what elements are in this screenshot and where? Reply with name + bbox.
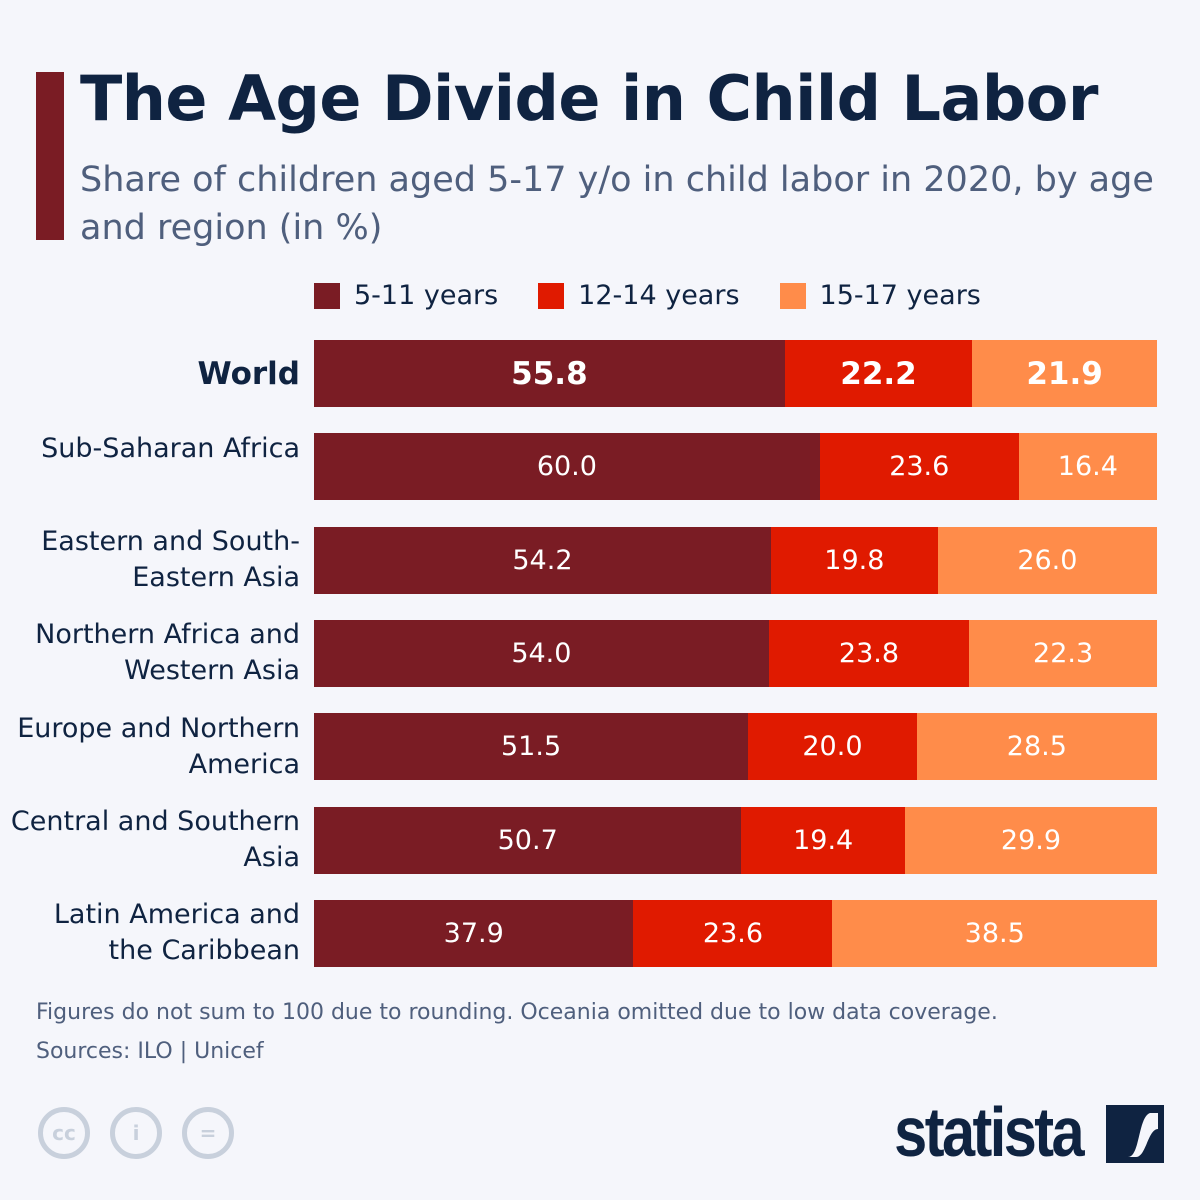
no-derivatives-icon: = — [182, 1107, 234, 1159]
bar-segment: 23.8 — [768, 619, 970, 687]
bar-segment: 60.0 — [314, 433, 820, 501]
bar-segment: 38.5 — [832, 899, 1157, 967]
data-label: 60.0 — [536, 451, 597, 483]
bar-segment: 21.9 — [972, 340, 1157, 407]
category-label: Latin America and the Caribbean — [53, 899, 300, 967]
legend-swatch — [314, 282, 340, 309]
data-label: 54.0 — [511, 637, 572, 669]
bar-segment: 23.6 — [633, 899, 833, 967]
data-label: 20.0 — [802, 731, 863, 763]
data-label: 26.0 — [1017, 544, 1078, 576]
data-label: 37.9 — [443, 917, 504, 949]
category-label: Eastern and South-Eastern Asia — [41, 526, 300, 594]
bar-chart: World 55.8 22.2 21.9 Sub-Saharan Africa 60.0 2… — [10, 340, 1157, 967]
bar-segment: 16.4 — [1018, 433, 1157, 501]
data-label: 29.9 — [1000, 824, 1062, 856]
subtitle: Share of children aged 5-17 y/o in child… — [80, 160, 1154, 248]
legend-swatch — [538, 282, 565, 309]
data-label: 22.2 — [840, 355, 917, 392]
data-label: 19.4 — [793, 824, 854, 856]
category-label: Central and Southern Asia — [10, 806, 300, 873]
statista-logo: statista — [894, 1093, 1084, 1171]
bar-segment: 54.0 — [314, 619, 769, 687]
category-label: Europe and Northern America — [17, 712, 300, 780]
legend-item-12-14: 12-14 years — [538, 280, 740, 311]
data-label: 54.2 — [512, 544, 573, 576]
cc-icon: cc — [38, 1107, 90, 1159]
data-label: 50.7 — [497, 824, 558, 856]
data-label: 55.8 — [511, 355, 588, 392]
bar-segment: 23.6 — [819, 433, 1019, 501]
data-label: 51.5 — [501, 731, 562, 763]
category-label: Northern Africa and Western Asia — [35, 619, 300, 687]
data-label: 16.4 — [1057, 451, 1118, 483]
bar-segment: 37.9 — [314, 899, 634, 967]
bar-segment: 29.9 — [904, 806, 1157, 874]
data-label: 23.6 — [889, 451, 950, 483]
title-accent-bar — [36, 72, 64, 240]
bar-segment: 26.0 — [937, 526, 1157, 594]
bar-segment: 54.2 — [314, 526, 771, 594]
bar-segment: 22.3 — [969, 619, 1157, 687]
page-title: The Age Divide in Child Labor — [80, 62, 1098, 135]
sources: Sources: ILO | Unicef — [36, 1039, 264, 1064]
data-label: 22.3 — [1033, 637, 1094, 669]
bar-segment: 50.7 — [314, 806, 742, 874]
data-label: 23.8 — [838, 637, 900, 669]
footnote: Figures do not sum to 100 due to roundin… — [36, 1000, 998, 1025]
data-label: 23.6 — [702, 917, 764, 949]
legend-label: 5-11 years — [354, 280, 499, 311]
statista-logo-mark — [1106, 1105, 1164, 1163]
data-label: 21.9 — [1026, 355, 1103, 392]
bar-segment: 28.5 — [916, 713, 1157, 781]
category-label: World — [197, 355, 301, 392]
bar-segment: 22.2 — [784, 340, 973, 407]
legend-item-5-11: 5-11 years — [314, 280, 498, 311]
data-label: 19.8 — [824, 544, 885, 576]
legend-label: 15-17 years — [819, 280, 981, 311]
data-label: 38.5 — [964, 917, 1025, 949]
data-label: 28.5 — [1006, 731, 1067, 763]
legend: 5-11 years 12-14 years 15-17 years — [314, 280, 981, 311]
bar-segment: 19.8 — [770, 526, 938, 594]
bar-segment: 19.4 — [741, 806, 905, 874]
legend-label: 12-14 years — [578, 280, 740, 311]
bar-segment: 55.8 — [314, 340, 785, 407]
bar-segment: 20.0 — [748, 713, 917, 781]
category-label: Sub-Saharan Africa — [41, 432, 300, 464]
legend-swatch — [779, 282, 806, 309]
legend-item-15-17: 15-17 years — [779, 280, 981, 311]
attribution-icon: i — [110, 1107, 162, 1159]
bar-segment: 51.5 — [314, 713, 749, 781]
